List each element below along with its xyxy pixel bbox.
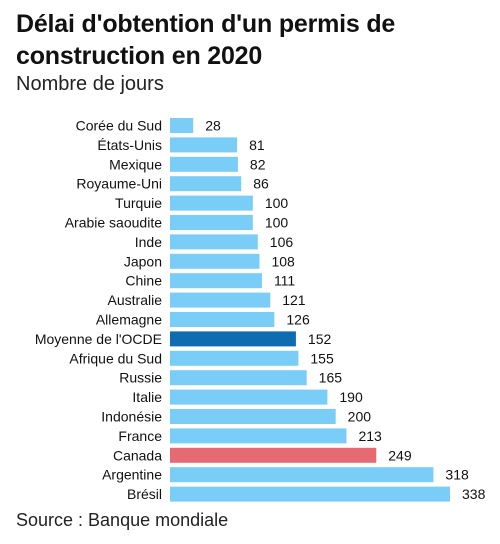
value-label-indonesie: 200: [348, 409, 372, 425]
value-label-canada: 249: [388, 447, 412, 463]
value-label-france: 213: [358, 428, 382, 444]
chart-subtitle: Nombre de jours: [16, 73, 164, 95]
value-label-arabie-saoudite: 100: [265, 215, 289, 231]
bar-france: [170, 428, 347, 444]
category-label-royaume-uni: Royaume-Uni: [76, 176, 162, 192]
value-label-bresil: 338: [462, 486, 486, 502]
value-label-japon: 108: [271, 253, 295, 269]
category-label-australie: Australie: [108, 292, 163, 308]
bar-canada: [170, 447, 377, 463]
bar-bresil: [170, 486, 450, 502]
value-label-inde: 106: [270, 234, 294, 250]
bar-mexique: [170, 156, 238, 172]
bar-japon: [170, 253, 260, 269]
category-label-russie: Russie: [119, 370, 162, 386]
bar-etats-unis: [170, 137, 238, 153]
category-label-allemagne: Allemagne: [96, 312, 162, 328]
bar-italie: [170, 389, 328, 405]
bar-inde: [170, 234, 258, 250]
bar-allemagne: [170, 312, 275, 327]
value-label-australie: 121: [282, 292, 306, 308]
bar-moyenne-de-l-ocde: [170, 331, 296, 347]
category-label-chine: Chine: [125, 273, 162, 289]
category-label-mexique: Mexique: [109, 156, 162, 172]
category-label-japon: Japon: [124, 253, 162, 269]
bar-chine: [170, 273, 262, 289]
bar-afrique-du-sud: [170, 350, 299, 366]
category-label-argentine: Argentine: [102, 467, 162, 483]
value-label-afrique-du-sud: 155: [310, 350, 334, 366]
chart-title: Délai d'obtention d'un permis de constru…: [16, 10, 396, 70]
value-label-chine: 111: [274, 273, 295, 289]
category-label-moyenne-de-l-ocde: Moyenne de l'OCDE: [35, 331, 162, 347]
bar-coree-du-sud: [170, 118, 194, 133]
value-label-royaume-uni: 86: [253, 176, 269, 192]
category-label-italie: Italie: [132, 389, 162, 405]
bar-indonesie: [170, 409, 336, 424]
value-label-allemagne: 126: [286, 312, 310, 328]
value-label-italie: 190: [339, 389, 363, 405]
category-label-france: France: [118, 428, 162, 444]
bar-arabie-saoudite: [170, 215, 253, 230]
category-label-bresil: Brésil: [127, 486, 162, 502]
category-label-turquie: Turquie: [115, 195, 162, 211]
chart-source: Source : Banque mondiale: [16, 510, 229, 530]
bar-chart: Corée du Sud 28 États-Unis 81 Mexique 82 Royau…: [35, 118, 486, 503]
value-label-etats-unis: 81: [249, 137, 265, 153]
category-label-inde: Inde: [135, 234, 162, 250]
bar-royaume-uni: [170, 176, 242, 192]
value-label-argentine: 318: [445, 467, 469, 483]
value-label-russie: 165: [319, 370, 343, 386]
value-label-coree-du-sud: 28: [205, 118, 221, 134]
category-label-afrique-du-sud: Afrique du Sud: [69, 350, 162, 366]
bar-argentine: [170, 467, 434, 483]
category-label-canada: Canada: [113, 447, 162, 463]
category-label-etats-unis: États-Unis: [97, 137, 162, 153]
value-label-moyenne-de-l-ocde: 152: [308, 331, 332, 347]
category-label-arabie-saoudite: Arabie saoudite: [65, 215, 163, 231]
category-label-indonesie: Indonésie: [101, 409, 162, 425]
category-label-coree-du-sud: Corée du Sud: [76, 118, 162, 134]
bar-australie: [170, 292, 271, 308]
bar-russie: [170, 370, 307, 386]
value-label-turquie: 100: [265, 195, 289, 211]
bar-turquie: [170, 195, 253, 211]
value-label-mexique: 82: [250, 156, 266, 172]
